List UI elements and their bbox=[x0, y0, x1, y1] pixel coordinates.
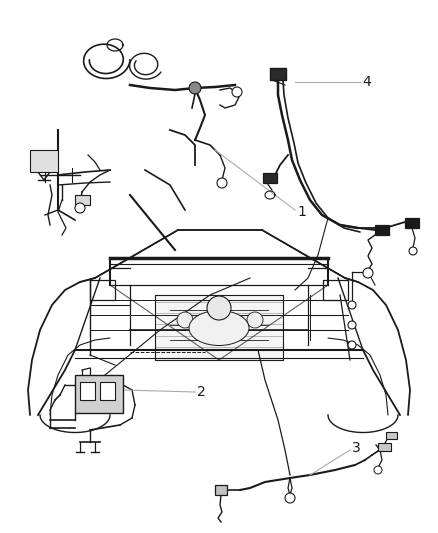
Bar bbox=[75, 375, 123, 413]
Circle shape bbox=[212, 310, 228, 326]
Ellipse shape bbox=[189, 311, 249, 345]
Bar bbox=[405, 218, 419, 228]
Circle shape bbox=[363, 268, 373, 278]
Bar bbox=[386, 432, 397, 439]
Circle shape bbox=[75, 203, 85, 213]
Circle shape bbox=[207, 296, 231, 320]
Bar bbox=[75, 195, 90, 205]
Circle shape bbox=[348, 301, 356, 309]
Circle shape bbox=[285, 493, 295, 503]
Text: 4: 4 bbox=[362, 75, 371, 89]
Bar bbox=[270, 68, 286, 80]
Bar bbox=[80, 382, 95, 400]
Bar bbox=[215, 485, 227, 495]
Circle shape bbox=[232, 87, 242, 97]
Circle shape bbox=[348, 341, 356, 349]
Bar bbox=[375, 225, 389, 235]
Bar bbox=[100, 382, 115, 400]
Circle shape bbox=[247, 312, 263, 328]
Bar bbox=[263, 173, 277, 183]
Circle shape bbox=[409, 247, 417, 255]
Circle shape bbox=[177, 312, 193, 328]
Bar bbox=[30, 150, 58, 172]
Circle shape bbox=[374, 466, 382, 474]
Circle shape bbox=[217, 178, 227, 188]
Text: 1: 1 bbox=[297, 205, 306, 219]
Text: 2: 2 bbox=[197, 385, 206, 399]
Circle shape bbox=[348, 321, 356, 329]
Bar bbox=[378, 443, 391, 451]
Circle shape bbox=[189, 82, 201, 94]
Text: 3: 3 bbox=[352, 441, 361, 455]
Polygon shape bbox=[155, 295, 283, 360]
